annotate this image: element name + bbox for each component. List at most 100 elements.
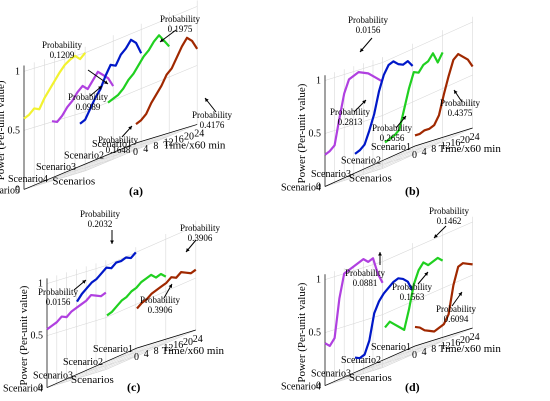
annotation-arrowhead bbox=[186, 248, 190, 252]
series-line-scenario1 bbox=[414, 262, 473, 333]
probability-annotation: 0.4176 bbox=[200, 120, 225, 130]
floor-gridline bbox=[363, 133, 454, 175]
time-tick-label: 20 bbox=[183, 337, 193, 348]
floor-gridline bbox=[95, 332, 187, 373]
time-tick-label: 20 bbox=[460, 135, 470, 146]
chart-panel-d: 0 4 8 12 16 20 24Scenario1Scenario2Scenario3Sc… bbox=[281, 206, 501, 394]
time-tick-label: 24 bbox=[194, 128, 204, 139]
floor-gridline bbox=[66, 341, 157, 382]
probability-annotation: 0.1209 bbox=[50, 50, 75, 60]
series-line-scenario3 bbox=[79, 38, 143, 125]
time-tick-label: 20 bbox=[184, 132, 194, 143]
scenario-tick-label: Scenario1 bbox=[371, 142, 411, 153]
floor-gridline bbox=[79, 147, 142, 167]
floor-gridline bbox=[86, 335, 177, 376]
scenario-tick-label: Scenario3 bbox=[36, 162, 76, 173]
annotation-arrowhead bbox=[168, 284, 172, 288]
time-tick-label: 16 bbox=[173, 340, 183, 351]
floor-gridline bbox=[354, 154, 413, 174]
probability-annotation: 0.0156 bbox=[356, 25, 381, 35]
wall-gridline bbox=[324, 274, 473, 333]
power-tick-label: 0.5 bbox=[309, 328, 322, 339]
wall-gridline bbox=[324, 21, 473, 81]
probability-annotation: Probability bbox=[98, 135, 138, 145]
probability-annotation: Probability bbox=[392, 282, 432, 292]
probability-annotation: 0.1648 bbox=[106, 145, 131, 155]
time-tick-label: 12 bbox=[441, 141, 451, 152]
probability-annotation: 0.1975 bbox=[168, 24, 193, 34]
scenario-axis bbox=[23, 142, 137, 190]
series-line-scenario3 bbox=[354, 59, 414, 155]
floor-gridline bbox=[76, 338, 167, 379]
probability-annotation: Probability bbox=[38, 287, 78, 297]
probability-annotation: Probability bbox=[429, 206, 469, 216]
floor-gridline bbox=[334, 342, 425, 383]
series-line-scenario2 bbox=[107, 34, 171, 104]
time-tick-label: 4 bbox=[143, 144, 148, 155]
scenario-axis-title: Scenarios bbox=[349, 173, 392, 185]
probability-annotation: Probability bbox=[440, 98, 480, 108]
time-axis bbox=[135, 124, 198, 144]
time-tick-label: 0 bbox=[412, 150, 417, 161]
chart-panel-b: 0 4 8 12 16 20 24Scenario1Scenario2Scenario3Sc… bbox=[281, 15, 501, 198]
time-tick-label: 12 bbox=[163, 343, 173, 354]
wall-gridline bbox=[324, 327, 473, 386]
probability-annotation: Probability bbox=[330, 107, 370, 117]
scenario-axis-title: Scenarios bbox=[52, 176, 95, 188]
probability-annotation: Probability bbox=[436, 304, 476, 314]
power-axis-title: Power (Per-unit value) bbox=[18, 285, 30, 385]
scenario-axis bbox=[324, 345, 416, 386]
annotation-arrowhead bbox=[458, 292, 462, 296]
scenario-axis bbox=[324, 145, 416, 187]
probability-annotation: 0.1462 bbox=[437, 216, 462, 226]
power-tick-label: 0.5 bbox=[309, 129, 322, 140]
scenario-tick-label: Scenario1 bbox=[93, 344, 133, 355]
time-tick-label: 12 bbox=[164, 138, 174, 149]
probability-annotation: Probability bbox=[348, 15, 388, 25]
time-axis bbox=[414, 127, 473, 147]
floor-gridline bbox=[353, 336, 444, 377]
annotation-arrowhead bbox=[110, 240, 114, 244]
floor-gridline bbox=[354, 354, 413, 373]
probability-annotation: Probability bbox=[160, 14, 200, 24]
time-tick-label: 4 bbox=[422, 347, 427, 358]
annotation-arrowhead bbox=[160, 38, 164, 42]
series-line-scenario2 bbox=[384, 256, 444, 331]
floor-gridline bbox=[372, 330, 464, 371]
floor-gridline bbox=[334, 142, 425, 184]
annotation-arrowhead bbox=[128, 126, 132, 130]
floor-gridline bbox=[384, 340, 443, 360]
power-tick-label: 0 bbox=[316, 381, 321, 392]
probability-annotation: Probability bbox=[42, 40, 82, 50]
floor-gridline bbox=[344, 339, 435, 380]
time-tick-label: 0 bbox=[134, 352, 139, 363]
annotation-arrowhead bbox=[104, 80, 108, 84]
time-tick-label: 4 bbox=[144, 349, 149, 360]
floor-gridline bbox=[56, 344, 147, 385]
scenario-tick-label: Scenario4 bbox=[3, 384, 43, 395]
power-tick-label: 1 bbox=[38, 279, 43, 290]
probability-annotation: Probability bbox=[140, 295, 180, 305]
time-tick-label: 16 bbox=[450, 338, 460, 349]
wall-gridline bbox=[23, 65, 198, 131]
time-axis-title: Time/x60 min bbox=[439, 143, 502, 155]
probability-annotation: Probability bbox=[68, 92, 108, 102]
time-tick-label: 16 bbox=[174, 135, 184, 146]
series-line-scenario5 bbox=[23, 52, 87, 120]
scenario-tick-label: Scenario4 bbox=[281, 183, 321, 194]
panel-label: (a) bbox=[129, 184, 143, 198]
power-tick-label: 0 bbox=[316, 182, 321, 193]
scenario-tick-label: Scenario1 bbox=[371, 342, 411, 353]
probability-annotation: 0.2813 bbox=[338, 117, 363, 127]
probability-annotation: Probability bbox=[192, 110, 232, 120]
power-axis-title: Power (Per-unit value) bbox=[0, 80, 7, 180]
annotation-arrowhead bbox=[98, 86, 102, 90]
probability-annotation: 0.3906 bbox=[188, 233, 213, 243]
scenario-tick-label: Scenario2 bbox=[341, 156, 381, 167]
time-tick-label: 12 bbox=[441, 341, 451, 352]
annotation-arrowhead bbox=[434, 234, 438, 238]
annotation-arrow bbox=[87, 69, 109, 85]
panel-label: (c) bbox=[127, 380, 140, 394]
annotation-arrowhead bbox=[360, 48, 364, 52]
